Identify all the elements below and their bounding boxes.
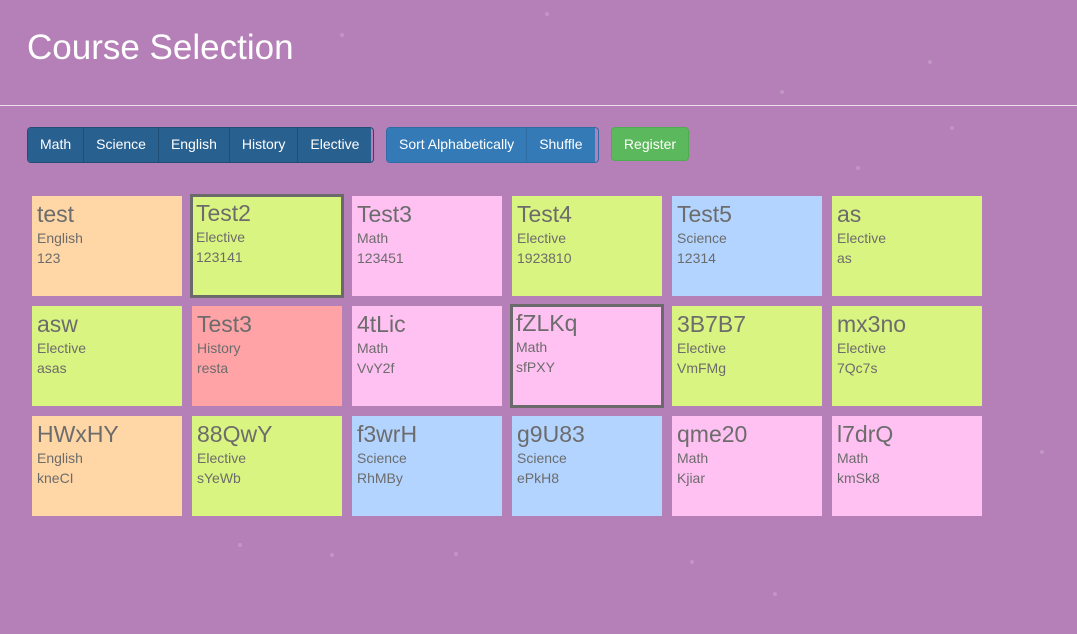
course-code: kmSk8 bbox=[837, 470, 880, 486]
course-code: VvY2f bbox=[357, 360, 395, 376]
filter-math-button[interactable]: Math bbox=[28, 128, 85, 162]
course-subject: History bbox=[197, 340, 241, 356]
course-code: kneCI bbox=[37, 470, 74, 486]
background-dot bbox=[1040, 450, 1044, 454]
course-name: Test4 bbox=[517, 201, 572, 227]
course-name: test bbox=[37, 201, 75, 227]
course-card[interactable]: test English 123 bbox=[32, 196, 182, 296]
course-card[interactable]: fZLKq Math sfPXY bbox=[510, 304, 664, 408]
course-subject: Math bbox=[357, 340, 389, 356]
course-card[interactable]: 4tLic Math VvY2f bbox=[352, 306, 502, 406]
course-name: g9U83 bbox=[517, 421, 585, 447]
course-name: 88QwY bbox=[197, 421, 273, 447]
course-card[interactable]: HWxHY English kneCI bbox=[32, 416, 182, 516]
course-code: 123141 bbox=[196, 249, 243, 265]
course-card[interactable]: as Elective as bbox=[832, 196, 982, 296]
course-subject: Math bbox=[516, 339, 548, 355]
filter-history-button[interactable]: History bbox=[229, 128, 299, 162]
course-card[interactable]: asw Elective asas bbox=[32, 306, 182, 406]
background-dot bbox=[856, 166, 860, 170]
course-name: 4tLic bbox=[357, 311, 406, 337]
course-code: 123451 bbox=[357, 250, 404, 266]
course-card[interactable]: Test3 Math 123451 bbox=[352, 196, 502, 296]
course-subject: Science bbox=[517, 450, 567, 466]
course-subject: Science bbox=[357, 450, 407, 466]
course-code: 1923810 bbox=[517, 250, 572, 266]
page-title: Course Selection bbox=[27, 28, 294, 67]
course-name: 3B7B7 bbox=[677, 311, 747, 337]
course-subject: Elective bbox=[837, 230, 887, 246]
background-dot bbox=[690, 560, 694, 564]
course-card[interactable]: 88QwY Elective sYeWb bbox=[192, 416, 342, 516]
sort-alphabetically-button[interactable]: Sort Alphabetically bbox=[387, 128, 528, 162]
filter-english-button[interactable]: English bbox=[158, 128, 230, 162]
course-subject: Elective bbox=[837, 340, 887, 356]
course-code: 123 bbox=[37, 250, 61, 266]
course-card[interactable]: Test2 Elective 123141 bbox=[190, 194, 344, 298]
course-subject: Math bbox=[837, 450, 869, 466]
background-dot bbox=[454, 552, 458, 556]
course-subject: English bbox=[37, 450, 83, 466]
course-code: as bbox=[837, 250, 852, 266]
course-code: asas bbox=[37, 360, 67, 376]
course-card[interactable]: l7drQ Math kmSk8 bbox=[832, 416, 982, 516]
course-subject: Elective bbox=[196, 229, 246, 245]
background-dot bbox=[950, 126, 954, 130]
course-card[interactable]: Test3 History resta bbox=[192, 306, 342, 406]
course-code: VmFMg bbox=[677, 360, 726, 376]
course-code: Kjiar bbox=[677, 470, 706, 486]
course-name: Test3 bbox=[197, 311, 252, 337]
course-name: f3wrH bbox=[357, 421, 418, 447]
background-dot bbox=[773, 592, 777, 596]
course-subject: Elective bbox=[197, 450, 247, 466]
course-name: asw bbox=[37, 311, 78, 337]
course-name: fZLKq bbox=[516, 310, 578, 336]
course-card[interactable]: Test5 Science 12314 bbox=[672, 196, 822, 296]
background-dot bbox=[545, 12, 549, 16]
course-name: HWxHY bbox=[37, 421, 119, 447]
course-code: sfPXY bbox=[516, 359, 555, 375]
course-code: 7Qc7s bbox=[837, 360, 878, 376]
course-name: qme20 bbox=[677, 421, 748, 447]
course-subject: Math bbox=[677, 450, 709, 466]
course-subject: English bbox=[37, 230, 83, 246]
subject-filter-group: Math Science English History Elective bbox=[27, 127, 374, 163]
shuffle-button[interactable]: Shuffle bbox=[527, 128, 595, 162]
course-card[interactable]: f3wrH Science RhMBy bbox=[352, 416, 502, 516]
course-subject: Elective bbox=[677, 340, 727, 356]
background-dot bbox=[340, 33, 344, 37]
course-code: ePkH8 bbox=[517, 470, 560, 486]
course-grid: test English 123 Test2 Elective 123141 Test3 Ma… bbox=[32, 194, 992, 516]
course-code: 12314 bbox=[677, 250, 716, 266]
course-subject: Elective bbox=[37, 340, 87, 356]
course-code: RhMBy bbox=[357, 470, 403, 486]
course-subject: Math bbox=[357, 230, 389, 246]
background-dot bbox=[330, 553, 334, 557]
filter-elective-button[interactable]: Elective bbox=[298, 128, 372, 162]
course-subject: Science bbox=[677, 230, 727, 246]
course-card[interactable]: qme20 Math Kjiar bbox=[672, 416, 822, 516]
course-card[interactable]: mx3no Elective 7Qc7s bbox=[832, 306, 982, 406]
course-name: Test2 bbox=[196, 200, 251, 226]
course-code: sYeWb bbox=[197, 470, 241, 486]
course-card[interactable]: Test4 Elective 1923810 bbox=[512, 196, 662, 296]
sort-group: Sort Alphabetically Shuffle bbox=[386, 127, 599, 163]
course-name: Test3 bbox=[357, 201, 412, 227]
course-name: mx3no bbox=[837, 311, 907, 337]
course-name: as bbox=[837, 201, 862, 227]
background-dot bbox=[238, 543, 242, 547]
course-name: l7drQ bbox=[837, 421, 894, 447]
course-code: resta bbox=[197, 360, 229, 376]
course-name: Test5 bbox=[677, 201, 732, 227]
course-card[interactable]: 3B7B7 Elective VmFMg bbox=[672, 306, 822, 406]
background-dot bbox=[780, 90, 784, 94]
register-button[interactable]: Register bbox=[611, 127, 689, 161]
filter-science-button[interactable]: Science bbox=[84, 128, 159, 162]
course-subject: Elective bbox=[517, 230, 567, 246]
header-divider bbox=[0, 105, 1077, 106]
course-card[interactable]: g9U83 Science ePkH8 bbox=[512, 416, 662, 516]
background-dot bbox=[928, 60, 932, 64]
